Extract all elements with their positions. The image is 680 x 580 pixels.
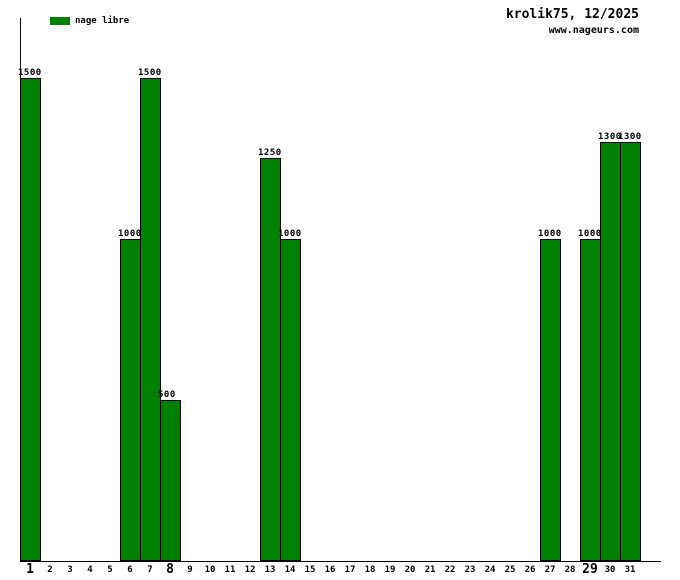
- bar-value-label-day-8: 500: [158, 390, 176, 400]
- x-tick-label-day-22: 22: [444, 565, 456, 575]
- bar-value-label-day-30: 1300: [598, 132, 622, 142]
- x-tick-label-day-28: 28: [564, 565, 576, 575]
- x-tick-label-day-16: 16: [324, 565, 336, 575]
- x-tick-label-day-5: 5: [107, 565, 113, 575]
- x-tick-label-day-4: 4: [87, 565, 93, 575]
- chart-header: krolik75, 12/2025 www.nageurs.com: [506, 7, 639, 37]
- bar-day-1: [20, 78, 41, 561]
- x-tick-label-day-8: 8: [166, 562, 174, 577]
- x-tick-label-day-24: 24: [484, 565, 496, 575]
- x-tick-label-day-13: 13: [264, 565, 276, 575]
- x-tick-label-day-7: 7: [147, 565, 153, 575]
- x-tick-label-day-31: 31: [624, 565, 636, 575]
- x-tick-label-day-20: 20: [404, 565, 416, 575]
- bar-day-29: [580, 239, 601, 561]
- bar-value-label-day-13: 1250: [258, 148, 282, 158]
- legend-label: nage libre: [75, 16, 130, 26]
- website-url: www.nageurs.com: [548, 25, 639, 36]
- x-tick-label-day-12: 12: [244, 565, 256, 575]
- x-tick-label-day-15: 15: [304, 565, 316, 575]
- x-tick-label-day-6: 6: [127, 565, 133, 575]
- bar-value-label-day-31: 1300: [618, 132, 642, 142]
- x-tick-label-day-1: 1: [26, 562, 34, 577]
- x-tick-label-day-14: 14: [284, 565, 296, 575]
- x-tick-label-day-21: 21: [424, 565, 436, 575]
- bar-value-label-day-6: 1000: [118, 229, 142, 239]
- bar-value-label-day-29: 1000: [578, 229, 602, 239]
- x-axis-line: [20, 561, 661, 562]
- bar-day-31: [620, 142, 641, 561]
- x-tick-label-day-18: 18: [364, 565, 376, 575]
- bar-day-6: [120, 239, 141, 561]
- bar-day-14: [280, 239, 301, 561]
- bar-day-30: [600, 142, 621, 561]
- x-tick-label-day-27: 27: [544, 565, 556, 575]
- chart-legend: nage libre: [50, 16, 129, 26]
- bar-value-label-day-1: 1500: [18, 68, 42, 78]
- bar-value-label-day-27: 1000: [538, 229, 562, 239]
- x-tick-label-day-30: 30: [604, 565, 616, 575]
- bar-day-8: [160, 400, 181, 561]
- bar-value-label-day-14: 1000: [278, 229, 302, 239]
- x-tick-label-day-10: 10: [204, 565, 216, 575]
- x-tick-label-day-9: 9: [187, 565, 193, 575]
- chart-title: krolik75, 12/2025: [505, 7, 639, 22]
- bar-day-27: [540, 239, 561, 561]
- x-tick-label-day-2: 2: [47, 565, 53, 575]
- bar-value-label-day-7: 1500: [138, 68, 162, 78]
- x-tick-label-day-25: 25: [504, 565, 516, 575]
- legend-color-swatch: [50, 17, 70, 25]
- x-tick-label-day-26: 26: [524, 565, 536, 575]
- bar-day-7: [140, 78, 161, 561]
- bar-day-13: [260, 158, 281, 561]
- x-tick-label-day-3: 3: [67, 565, 73, 575]
- x-tick-label-day-23: 23: [464, 565, 476, 575]
- x-tick-label-day-17: 17: [344, 565, 356, 575]
- x-tick-label-day-19: 19: [384, 565, 396, 575]
- x-tick-label-day-29: 29: [582, 562, 598, 577]
- x-tick-label-day-11: 11: [224, 565, 236, 575]
